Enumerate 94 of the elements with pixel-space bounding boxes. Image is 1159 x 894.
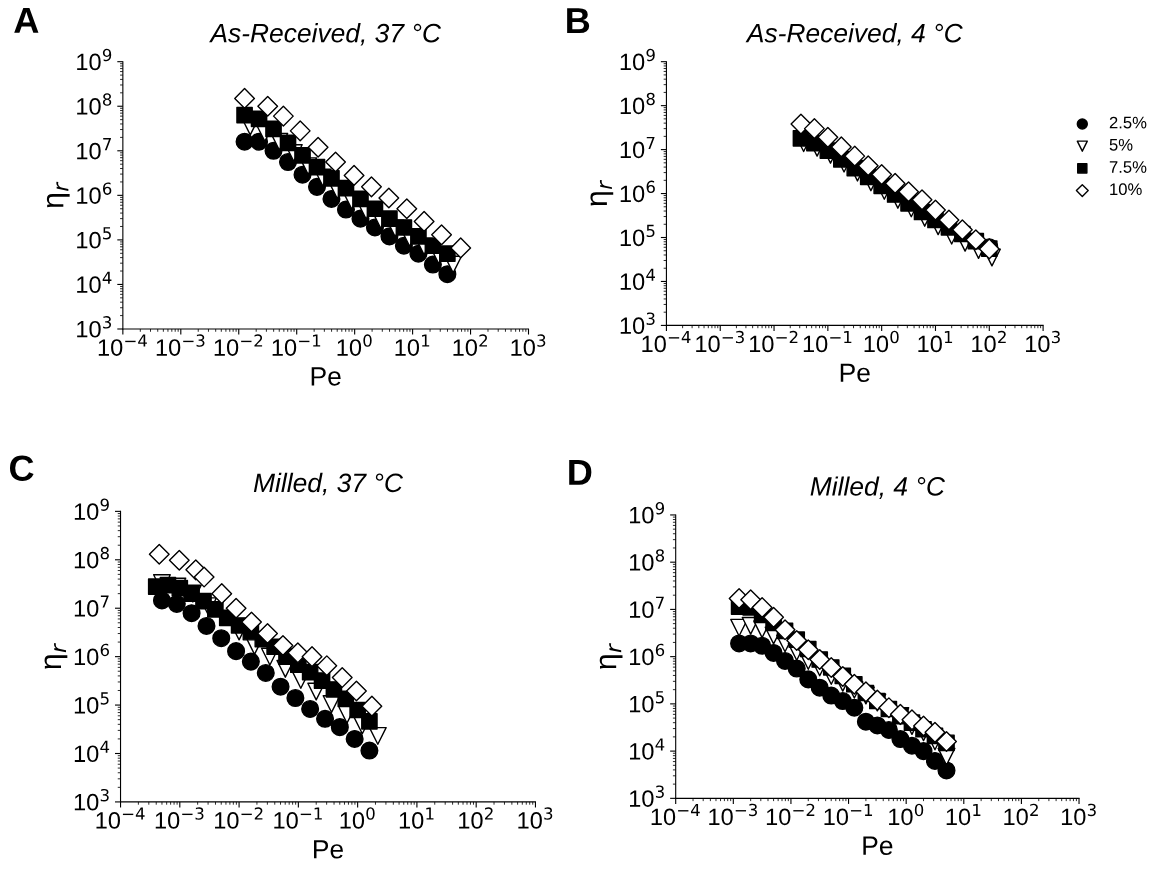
point [763,606,785,628]
y-tick-label: 10$^{6}$ [74,643,109,666]
point [924,199,946,221]
y-tick-label: 10$^{7}$ [630,596,664,619]
y-tick-label: 10$^{5}$ [620,224,655,247]
y-tick-label: 10$^{4}$ [630,738,665,760]
x-tick-label: 10$^{1}$ [395,334,430,356]
y-tick-label: 10$^{8}$ [77,93,112,115]
y-tick-label: 10$^{8}$ [630,549,665,571]
x-tick-label: 10$^{−2}$ [749,330,798,353]
x-tick-label: 10$^{3}$ [1061,803,1096,826]
text: D [569,459,592,485]
y-tick-label: 10$^{6}$ [630,643,665,666]
y-tick-label: 10$^{5}$ [77,227,111,249]
x-axis-title: Pe [840,363,870,383]
y-tick-label: 10$^{6}$ [620,180,655,203]
x-tick-label: 10$^{−2}$ [766,803,815,826]
y-tick-label: 10$^{4}$ [77,271,112,294]
x-tick-label: 10$^{1}$ [918,331,953,353]
x-tick-label: 10$^{−1}$ [274,807,322,829]
x-axis-title: Pe [311,367,341,386]
x-tick-label: 10$^{2}$ [972,330,1006,353]
x-tick-label: 10$^{0}$ [337,334,372,356]
y-tick-label: 10$^{3}$ [74,788,109,811]
y-tick-label: 10$^{7}$ [77,138,111,160]
text: A [14,7,39,33]
x-tick-label: 10$^{−3}$ [709,803,757,826]
y-tick-label: 10$^{9}$ [630,502,665,524]
x-tick-label: 10$^{−2}$ [215,807,263,829]
legend-label: 2.5% [1109,116,1147,129]
point [951,219,973,241]
x-tick-label: 10$^{1}$ [399,807,434,829]
text: C [9,455,34,481]
x-tick-label: 10$^{3}$ [1026,330,1060,353]
y-tick-label: 10$^{9}$ [74,498,109,520]
point [844,145,866,167]
point [787,659,806,678]
y-axis-title: η$_{r}$ [599,643,623,669]
y-tick-label: 10$^{4}$ [74,740,110,763]
point [751,596,773,618]
point [817,126,839,148]
y-tick-label: 10$^{8}$ [74,546,109,569]
x-tick-label: 10$^{−2}$ [214,334,263,356]
point [938,209,960,231]
y-tick-label: 10$^{6}$ [77,182,112,204]
y-axis-title: η$_{r}$ [590,179,614,206]
y-tick-label: 10$^{8}$ [620,92,655,115]
x-tick-label: 10$^{0}$ [889,803,924,826]
y-axis-title: η$_{r}$ [44,643,68,669]
x-tick-label: 10$^{−3}$ [155,807,204,829]
point [845,698,864,717]
point [871,164,893,186]
x-tick-label: 10$^{0}$ [340,807,375,829]
point [924,721,946,743]
x-tick-label: 10$^{−1}$ [824,803,873,826]
y-tick-label: 10$^{5}$ [630,691,664,713]
point [914,742,933,761]
x-tick-label: 10$^{−1}$ [803,331,852,353]
point [857,155,879,177]
y-tick-label: 10$^{7}$ [74,595,109,617]
x-tick-label: 10$^{2}$ [1004,803,1038,826]
x-tick-label: 10$^{−3}$ [696,330,744,353]
x-tick-label: 10$^{2}$ [459,807,493,829]
chart-title: Milled, 37 °C [253,472,404,496]
chart-title: As-Received, 4 °C [745,23,963,46]
x-tick-label: 10$^{−1}$ [272,334,321,356]
legend-label: 10% [1110,183,1142,196]
point [803,118,825,140]
text: B [567,8,590,34]
y-tick-label: 10$^{7}$ [620,136,655,159]
x-tick-label: 10$^{−3}$ [156,334,205,356]
x-tick-label: 10$^{3}$ [518,807,553,829]
y-tick-label: 10$^{9}$ [77,48,112,71]
y-axis-title: η$_{r}$ [46,181,70,208]
y-tick-label: 10$^{5}$ [74,692,109,714]
point [911,189,933,211]
x-tick-label: 10$^{2}$ [453,334,488,356]
y-tick-label: 10$^{3}$ [77,316,112,338]
point [937,761,956,780]
y-tick-label: 10$^{3}$ [630,785,664,807]
y-tick-label: 10$^{4}$ [620,268,655,291]
legend-label: 7.5% [1109,161,1147,173]
x-tick-label: 10$^{0}$ [864,330,899,353]
chart-title: Milled, 4 °C [810,476,946,499]
chart-title: As-Received, 37 °C [209,23,442,46]
y-tick-label: 10$^{9}$ [620,48,655,71]
point [898,181,920,203]
x-tick-label: 10$^{1}$ [946,803,981,826]
x-axis-title: Pe [863,836,893,856]
legend-label: 5% [1109,138,1133,151]
x-tick-label: 10$^{3}$ [511,334,546,356]
point [830,136,852,158]
point [884,172,906,194]
x-axis-title: Pe [314,840,343,859]
